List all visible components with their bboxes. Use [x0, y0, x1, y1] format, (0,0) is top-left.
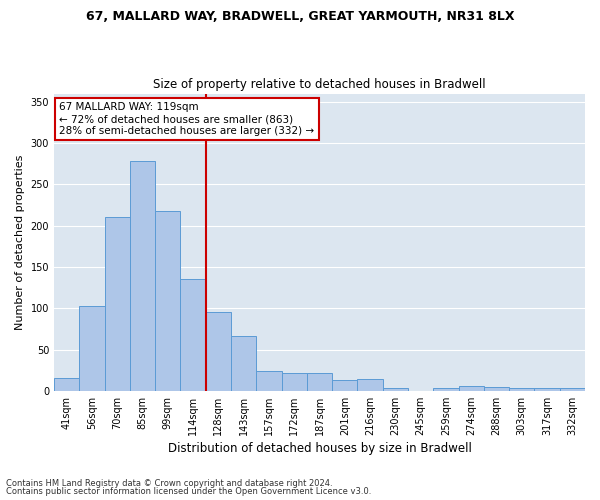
Bar: [104, 216, 130, 391]
X-axis label: Distribution of detached houses by size in Bradwell: Distribution of detached houses by size …: [167, 442, 472, 455]
Bar: [560, 388, 585, 391]
Bar: [206, 312, 231, 391]
Bar: [509, 388, 535, 391]
Bar: [535, 388, 560, 391]
Bar: [484, 386, 509, 391]
Bar: [231, 336, 256, 391]
Bar: [54, 378, 79, 391]
Bar: [256, 371, 281, 391]
Bar: [458, 386, 484, 391]
Bar: [281, 372, 307, 391]
Y-axis label: Number of detached properties: Number of detached properties: [15, 154, 25, 330]
Bar: [307, 372, 332, 391]
Bar: [383, 388, 408, 391]
Bar: [332, 380, 358, 391]
Bar: [358, 380, 383, 391]
Text: Contains HM Land Registry data © Crown copyright and database right 2024.: Contains HM Land Registry data © Crown c…: [6, 478, 332, 488]
Text: 67, MALLARD WAY, BRADWELL, GREAT YARMOUTH, NR31 8LX: 67, MALLARD WAY, BRADWELL, GREAT YARMOUT…: [86, 10, 514, 23]
Bar: [155, 211, 181, 391]
Text: Contains public sector information licensed under the Open Government Licence v3: Contains public sector information licen…: [6, 487, 371, 496]
Bar: [130, 162, 155, 391]
Bar: [181, 278, 206, 391]
Bar: [433, 388, 458, 391]
Text: 67 MALLARD WAY: 119sqm
← 72% of detached houses are smaller (863)
28% of semi-de: 67 MALLARD WAY: 119sqm ← 72% of detached…: [59, 102, 314, 136]
Title: Size of property relative to detached houses in Bradwell: Size of property relative to detached ho…: [153, 78, 486, 91]
Bar: [79, 306, 104, 391]
